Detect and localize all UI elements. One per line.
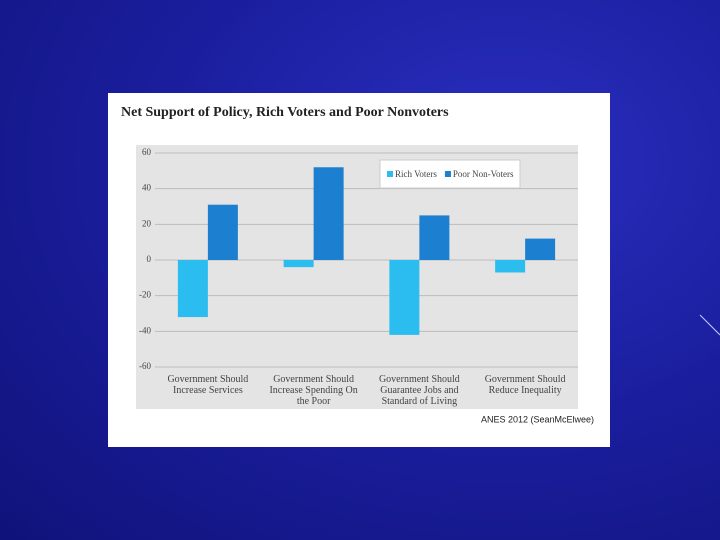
legend-swatch: [387, 171, 393, 177]
y-tick-label: -60: [139, 361, 151, 371]
decor-line: [699, 314, 720, 336]
y-tick-label: -20: [139, 290, 151, 300]
bar: [525, 238, 556, 260]
x-tick-label: Government Should Guarantee Jobs and Sta…: [378, 374, 460, 407]
source: ANES 2012 (SeanMcElwee): [481, 414, 594, 424]
y-tick-label: 40: [142, 183, 152, 193]
legend-label: Rich Voters: [395, 169, 437, 179]
bar: [419, 215, 450, 260]
y-tick-label: 20: [142, 218, 152, 228]
bar: [177, 260, 208, 318]
y-tick-label: -40: [139, 325, 151, 335]
chart-title: Net Support of Policy, Rich Voters and P…: [121, 105, 449, 120]
x-tick-label: Government Should Increase Spending On t…: [269, 374, 358, 407]
x-tick-label: Government Should Reduce Inequality: [484, 374, 566, 396]
bar: [495, 260, 526, 273]
bar: [389, 260, 420, 335]
legend-swatch: [444, 171, 451, 177]
y-tick-label: 0: [147, 254, 152, 264]
bar: [313, 167, 344, 260]
y-tick-label: 60: [142, 147, 152, 157]
x-tick-label: Government Should Increase Services: [167, 374, 249, 396]
legend-label: Poor Non-Voters: [453, 169, 514, 179]
bar: [283, 260, 314, 268]
bar: [207, 204, 238, 260]
